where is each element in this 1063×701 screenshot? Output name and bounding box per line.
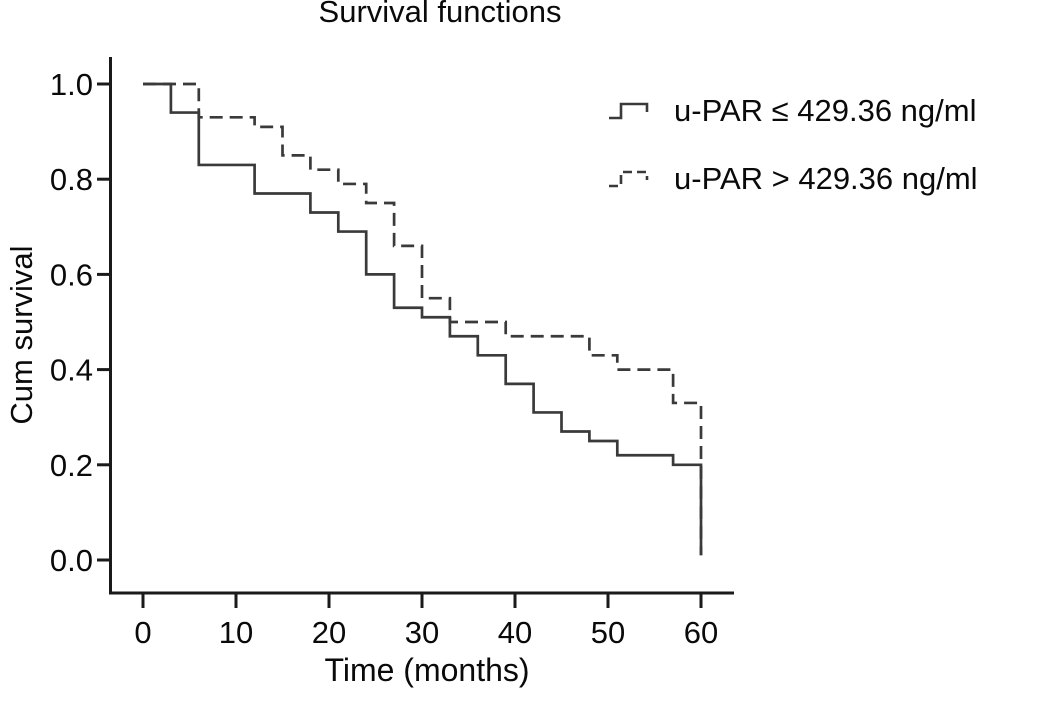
y-tick-label: 0.2 — [50, 448, 93, 483]
y-tick-label: 0.4 — [50, 353, 93, 388]
legend-entry-solid: u-PAR ≤ 429.36 ng/ml — [608, 88, 978, 134]
legend-dashed-step-icon — [609, 170, 649, 188]
legend: u-PAR ≤ 429.36 ng/ml u-PAR > 429.36 ng/m… — [608, 88, 978, 202]
x-tick-label: 50 — [591, 615, 625, 650]
y-tick-label: 0.6 — [50, 257, 93, 292]
x-tick-label: 0 — [134, 615, 151, 650]
x-tick-label: 40 — [498, 615, 532, 650]
y-tick-label: 0.8 — [50, 162, 93, 197]
legend-label-solid: u-PAR ≤ 429.36 ng/ml — [674, 93, 977, 128]
curve-dashed — [143, 82, 703, 556]
x-tick-label: 30 — [405, 615, 439, 650]
x-tick-label: 20 — [312, 615, 346, 650]
chart-title: Survival functions — [318, 0, 562, 29]
x-tick-label: 10 — [219, 615, 253, 650]
legend-entry-dashed: u-PAR > 429.36 ng/ml — [608, 156, 978, 202]
y-tick-label: 0.0 — [50, 543, 93, 578]
y-tick-label: 1.0 — [50, 67, 93, 102]
x-tick-label: 60 — [684, 615, 718, 650]
legend-solid-step-icon — [609, 102, 649, 120]
x-axis-label: Time (months) — [324, 652, 530, 688]
legend-label-dashed: u-PAR > 429.36 ng/ml — [674, 161, 978, 196]
y-axis-label: Cum survival — [4, 245, 39, 425]
